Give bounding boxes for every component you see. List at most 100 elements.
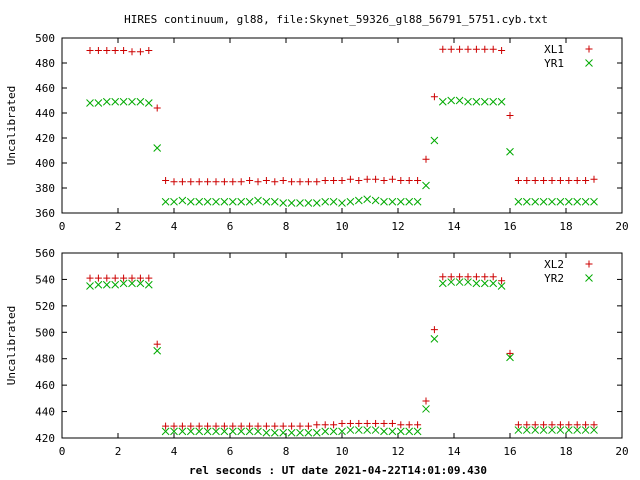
legend-marker-YR1 xyxy=(585,59,593,67)
data-point-XL2 xyxy=(120,274,128,282)
data-point-YR2-d2 xyxy=(153,346,162,355)
data-point-XL1 xyxy=(229,178,237,186)
data-point-YR1-d2 xyxy=(405,197,414,206)
data-point-YR2 xyxy=(296,428,304,437)
data-point-YR2 xyxy=(489,279,498,288)
data-point-XL2 xyxy=(573,421,581,429)
data-point-YR1-d2 xyxy=(539,197,548,206)
data-point-XL2 xyxy=(128,274,136,282)
data-point-XL1 xyxy=(472,45,480,53)
data-point-XL1 xyxy=(481,45,489,53)
data-point-YR1 xyxy=(573,197,582,206)
data-point-XL2 xyxy=(556,421,564,429)
data-point-YR2-d2 xyxy=(144,280,153,289)
data-point-YR2-d2 xyxy=(455,278,464,286)
legend-label-XL2: XL2 xyxy=(544,258,564,271)
legend-label-XL1: XL1 xyxy=(544,43,564,56)
data-point-XL2 xyxy=(464,273,472,281)
data-point-XL1 xyxy=(288,178,296,186)
data-point-XL2 xyxy=(296,422,304,430)
x-tick-label: 2 xyxy=(115,445,122,458)
series-XL1 xyxy=(86,45,598,186)
data-point-YR1 xyxy=(119,97,128,106)
data-point-XL2 xyxy=(447,273,455,281)
data-point-XL1 xyxy=(254,178,262,186)
data-point-YR2 xyxy=(195,427,204,436)
y-axis-label: Uncalibrated xyxy=(5,306,18,385)
data-point-YR2 xyxy=(304,428,313,437)
data-point-YR1-d2 xyxy=(279,199,288,207)
y-tick-label: 380 xyxy=(35,182,55,195)
data-point-YR2 xyxy=(430,335,439,343)
data-point-YR1-d2 xyxy=(455,96,464,105)
data-point-YR2-d2 xyxy=(203,427,212,436)
data-point-XL1 xyxy=(136,48,144,56)
data-point-YR1 xyxy=(304,199,313,207)
x-tick-label: 16 xyxy=(503,445,516,458)
data-point-XL1 xyxy=(514,177,522,184)
x-tick-label: 8 xyxy=(283,445,290,458)
data-point-YR1 xyxy=(136,97,145,106)
data-point-YR2-d2 xyxy=(212,427,220,436)
data-point-YR2 xyxy=(396,427,405,436)
data-point-YR1-d2 xyxy=(438,97,447,106)
data-point-YR1-d2 xyxy=(287,199,296,207)
data-point-YR1-d2 xyxy=(531,197,540,206)
data-point-YR2-d2 xyxy=(388,427,397,436)
data-point-YR2 xyxy=(363,426,372,434)
y-tick-label: 360 xyxy=(35,207,55,220)
data-point-XL1 xyxy=(430,93,438,101)
data-point-YR2 xyxy=(270,428,279,437)
data-point-YR1 xyxy=(472,97,481,106)
data-point-XL1 xyxy=(187,178,195,186)
data-point-YR2 xyxy=(438,279,447,288)
data-point-YR2-d2 xyxy=(581,426,590,434)
data-point-YR2-d2 xyxy=(396,427,405,436)
data-point-YR1-d2 xyxy=(296,199,304,207)
data-point-YR2-d2 xyxy=(422,405,430,413)
data-point-XL2 xyxy=(531,421,539,429)
data-point-XL1 xyxy=(262,177,270,184)
data-point-YR2 xyxy=(153,346,162,355)
data-point-YR1 xyxy=(270,197,279,206)
data-point-XL2 xyxy=(178,422,186,430)
data-point-YR1 xyxy=(296,199,304,207)
data-point-XL1 xyxy=(346,175,354,183)
data-point-XL1 xyxy=(313,178,321,186)
data-point-YR2 xyxy=(497,282,506,290)
data-point-XL1 xyxy=(422,155,430,163)
data-point-XL2 xyxy=(145,274,153,282)
data-point-XL1 xyxy=(355,177,363,184)
data-point-YR2-d2 xyxy=(472,279,481,288)
y-tick-label: 460 xyxy=(35,82,55,95)
data-point-XL2 xyxy=(86,274,94,282)
x-tick-label: 6 xyxy=(227,445,234,458)
legend-marker-YR2 xyxy=(585,274,593,282)
data-point-XL2 xyxy=(170,422,178,430)
data-point-YR1-d2 xyxy=(514,197,523,206)
data-point-YR1 xyxy=(245,197,254,206)
data-point-XL1 xyxy=(195,178,203,186)
data-point-YR1 xyxy=(228,197,237,206)
data-point-YR1-d2 xyxy=(522,197,531,206)
x-tick-label: 4 xyxy=(171,220,178,233)
data-point-YR1 xyxy=(556,197,565,206)
data-point-XL1 xyxy=(279,177,287,184)
data-point-YR2-d2 xyxy=(338,427,346,436)
data-point-YR2-d2 xyxy=(497,282,506,290)
data-point-YR2 xyxy=(228,427,237,436)
y-tick-label: 480 xyxy=(35,57,55,70)
top-panel: 0 2 4 6 8 10 12 14 16 18 20 360 380 400 420 440 460 480 50… xyxy=(5,32,629,233)
data-point-YR2-d2 xyxy=(531,426,540,434)
data-point-YR1 xyxy=(363,195,372,204)
data-point-YR2 xyxy=(556,426,565,434)
data-point-YR2 xyxy=(447,278,456,286)
data-point-XL1 xyxy=(271,178,279,186)
data-point-YR2-d2 xyxy=(228,427,237,436)
data-point-YR1 xyxy=(581,197,590,206)
data-point-YR2 xyxy=(203,427,212,436)
data-point-YR2 xyxy=(590,426,598,434)
data-point-YR2 xyxy=(522,426,531,434)
data-point-YR1-d2 xyxy=(489,97,498,106)
data-point-XL2 xyxy=(304,422,312,430)
